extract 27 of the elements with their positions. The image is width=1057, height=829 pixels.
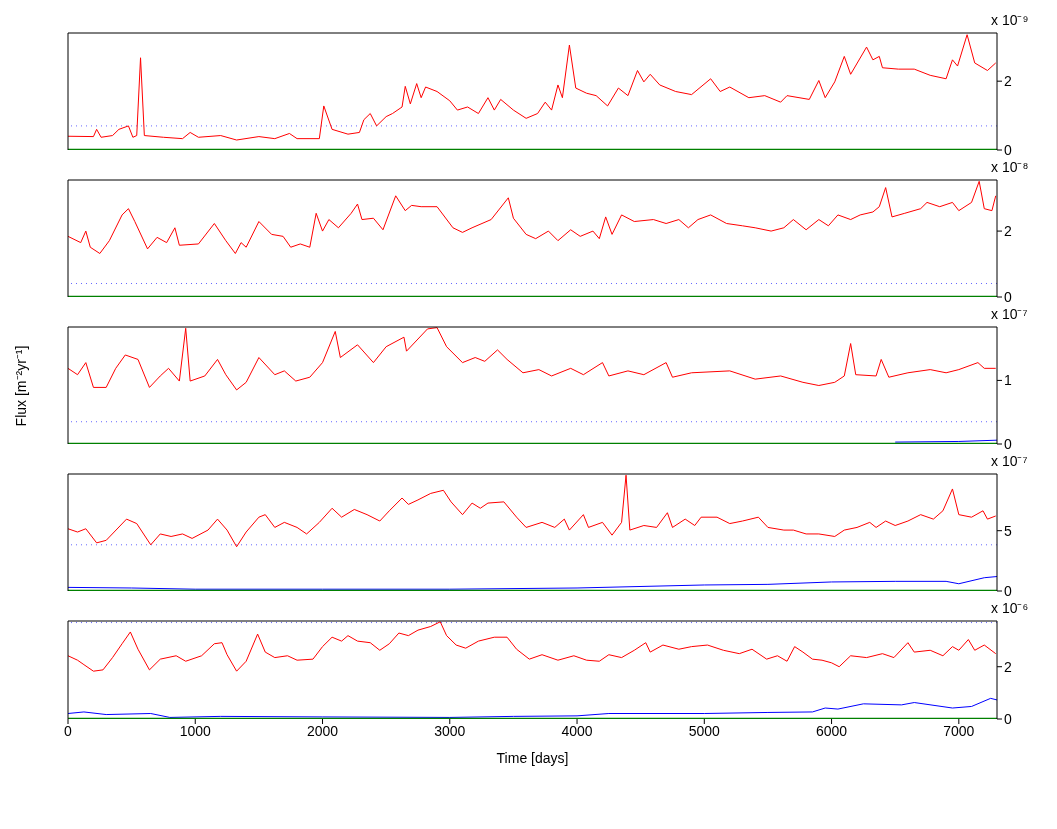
y-tick-label: 0 [1004,141,1012,158]
x-tick-label: 7000 [943,722,975,739]
x-tick-label: 5000 [688,722,721,739]
x-tick-label: 0 [64,722,73,739]
y-tick-label: 2 [1004,223,1012,240]
y-tick-label: 2 [1004,73,1012,90]
y-tick-label: 0 [1004,582,1012,599]
line-series [68,576,997,590]
text: x 10⁻⁸ [991,158,1029,176]
y-tick-label: 0 [1004,710,1012,727]
text: x 10⁻⁷ [991,305,1028,323]
y-tick-label: 1 [1004,372,1012,389]
y-tick-label: 2 [1004,658,1012,675]
x-tick-label: 6000 [815,722,848,739]
x-tick-label: 2000 [306,722,339,739]
x-tick-label: 4000 [561,722,593,739]
text: x 10⁻⁷ [991,452,1028,470]
y-tick-label: 0 [1004,288,1012,305]
text: x 10⁻⁶ [991,599,1029,617]
line-series [68,697,997,718]
x-tick-label: 3000 [434,722,466,739]
y-axis-title: Flux [m⁻²yr⁻¹] [11,345,30,427]
y-tick-label: 5 [1004,522,1012,539]
x-tick-label: 1000 [179,722,212,739]
x-axis-title: Time [days] [496,750,569,766]
text: x 10⁻⁹ [991,11,1029,29]
y-tick-label: 0 [1004,435,1012,452]
